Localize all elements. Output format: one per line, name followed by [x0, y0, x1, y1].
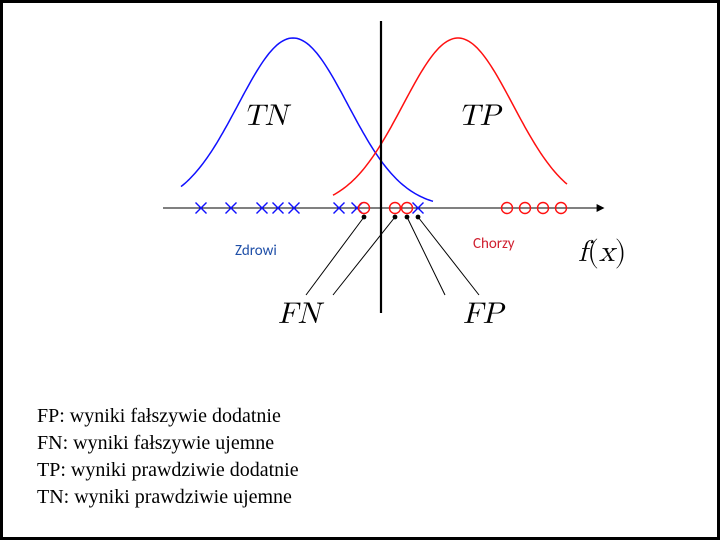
label-FP: FP — [463, 299, 507, 329]
label-zdrowi: Zdrowi — [235, 242, 277, 260]
label-TP: TP — [458, 101, 504, 131]
leader-line-0 — [306, 217, 364, 295]
leader-line-1 — [333, 217, 395, 295]
leader-tip-0 — [362, 215, 367, 220]
label-FN: FN — [278, 299, 325, 329]
leader-tip-1 — [393, 215, 398, 220]
label-fx: f(x) — [578, 237, 626, 269]
legend-line-1: FN: wyniki fałszywie ujemne — [37, 430, 299, 457]
slide-frame: TN TP FN FP f(x) Zdrowi Chorzy FP: wyniki fałs… — [0, 0, 720, 540]
legend-line-2: TP: wyniki prawdziwie dodatnie — [37, 457, 299, 484]
legend-line-3: TN: wyniki prawdziwie ujemne — [37, 484, 299, 511]
label-TN: TN — [243, 101, 292, 131]
label-chorzy: Chorzy — [473, 235, 515, 253]
legend: FP: wyniki fałszywie dodatnieFN: wyniki … — [37, 403, 299, 511]
leader-line-3 — [418, 217, 479, 295]
leader-tip-3 — [416, 215, 421, 220]
legend-line-0: FP: wyniki fałszywie dodatnie — [37, 403, 299, 430]
leader-tip-2 — [405, 215, 410, 220]
leader-line-2 — [407, 217, 445, 295]
curve-sick — [333, 38, 567, 195]
